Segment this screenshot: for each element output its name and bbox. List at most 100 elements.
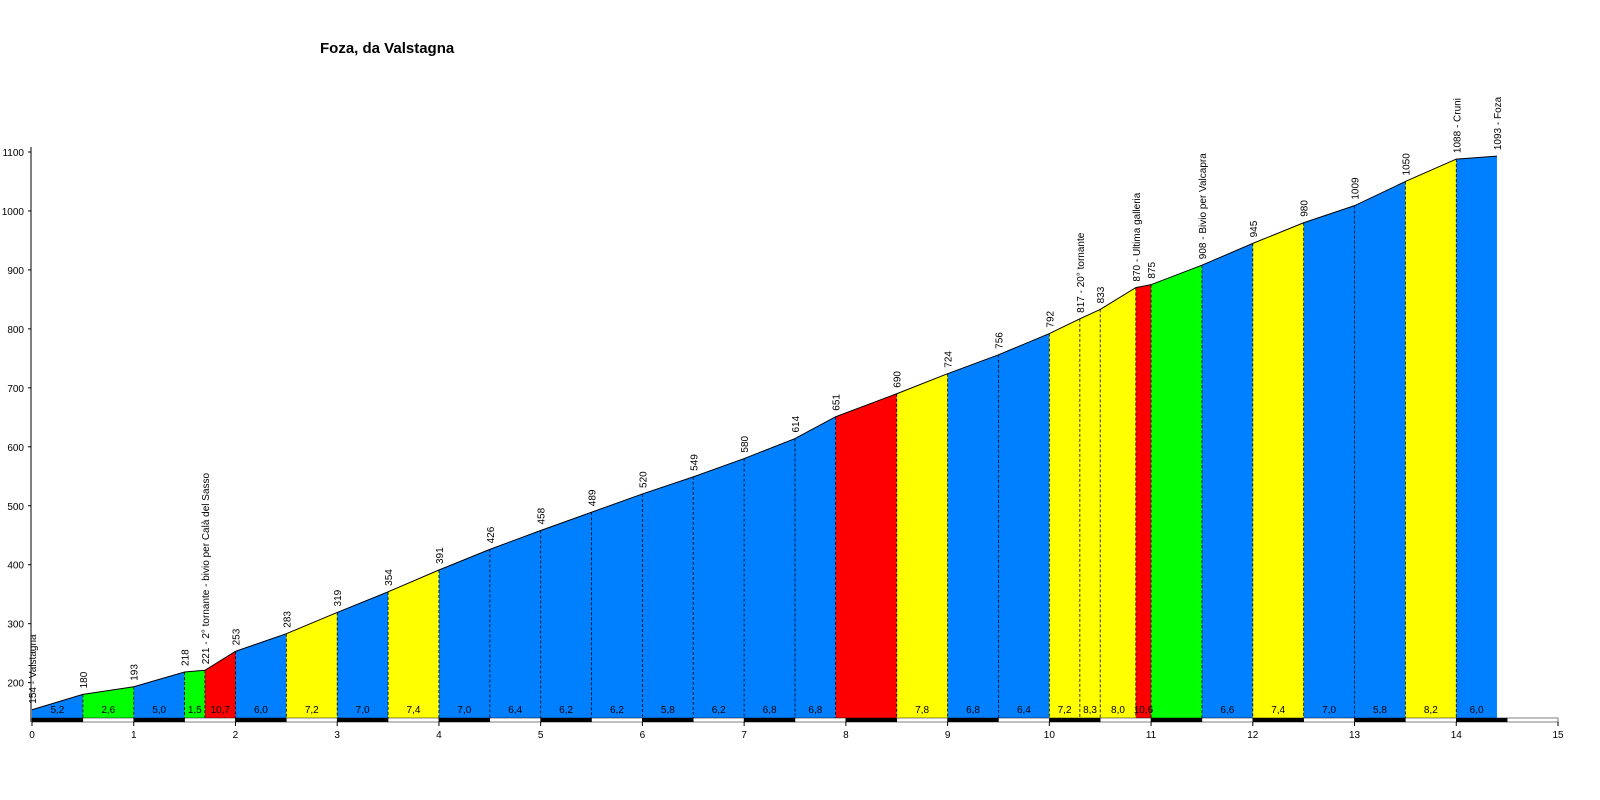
x-tick-label: 7 [741, 730, 747, 741]
grade-label: 7,8 [915, 705, 929, 716]
x-tick-label: 11 [1146, 730, 1157, 741]
y-tick-label: 800 [7, 325, 24, 336]
profile-segment [1201, 243, 1253, 718]
profile-segment [438, 549, 490, 718]
x-tick-label: 13 [1349, 730, 1361, 741]
profile-segment [1303, 205, 1355, 718]
profile-segment [1354, 181, 1406, 718]
profile-segment [998, 333, 1050, 718]
grade-label: 10,7 [210, 705, 230, 716]
profile-segment [947, 354, 999, 718]
km-bar-cell [1303, 717, 1355, 723]
km-bar-cell [947, 717, 999, 723]
elevation-label: 817 - 20° tornante [1076, 232, 1087, 313]
km-bar [31, 717, 1559, 723]
profile-segment [896, 373, 948, 718]
km-bar-cell [336, 717, 389, 723]
elevation-label: 319 [333, 589, 344, 606]
grade-label: 7,0 [1322, 705, 1336, 716]
x-tick-label: 5 [538, 730, 544, 741]
x-tick-label: 9 [945, 730, 951, 741]
elevation-label: 458 [537, 507, 548, 524]
profile-segment [1151, 265, 1202, 718]
profile-segment [744, 438, 795, 718]
elevation-label: 945 [1249, 220, 1260, 237]
grade-label: 6,0 [254, 705, 268, 716]
km-bar-cell [998, 717, 1050, 723]
x-tick-label: 12 [1247, 730, 1259, 741]
km-bar-cell [133, 717, 185, 723]
km-bar-cell [591, 717, 643, 723]
profile-segment [337, 591, 389, 718]
km-bar-cell [438, 717, 491, 723]
profile-segment [204, 651, 236, 718]
km-bar-cell [540, 717, 592, 723]
x-axis: 0 1 2 3 4 5 6 7 8 9 10 11 12 13 14 15 [29, 722, 1564, 741]
km-bar-cell [1506, 717, 1559, 723]
profile-segment [32, 694, 83, 718]
elevation-label: 980 [1300, 200, 1311, 217]
y-tick-label: 900 [7, 266, 24, 277]
profile-segment [835, 393, 897, 718]
km-bar-cell [642, 717, 694, 723]
elevation-label: 792 [1045, 310, 1056, 327]
y-tick-label: 1000 [2, 207, 25, 218]
x-tick-label: 4 [436, 730, 442, 741]
profile-segment [1049, 318, 1080, 718]
y-tick-label: 700 [7, 384, 24, 395]
x-tick-label: 8 [843, 730, 849, 741]
grade-label: 6,2 [559, 705, 573, 716]
segment-dividers [82, 159, 1457, 718]
chart-title: Foza, da Valstagna [320, 40, 455, 57]
profile-segment [388, 570, 439, 718]
y-tick-label: 200 [7, 679, 24, 690]
profile-segment [286, 612, 338, 718]
km-bar-cell [1049, 717, 1101, 723]
grade-label: 6,8 [763, 705, 777, 716]
km-bar-cell [1150, 717, 1203, 723]
km-bar-cell [794, 717, 847, 723]
elevation-label: 1050 [1401, 153, 1412, 176]
grade-label: 2,6 [101, 705, 115, 716]
x-tick-label: 3 [334, 730, 340, 741]
elevation-label: 253 [231, 628, 242, 645]
elevation-label: 908 - Bivio per Valcapra [1198, 153, 1209, 259]
profile-segment [1135, 284, 1152, 718]
elevation-label: 354 [384, 569, 395, 586]
y-tick-label: 300 [7, 620, 24, 631]
km-bar-cell [82, 717, 134, 723]
grade-label: 6,8 [808, 705, 822, 716]
y-tick-label: 600 [7, 443, 24, 454]
x-tick-label: 2 [233, 730, 239, 741]
elevation-label: 391 [435, 547, 446, 564]
grade-label: 7,4 [407, 705, 421, 716]
x-tick-label: 10 [1044, 730, 1056, 741]
grade-label: 6,4 [508, 705, 522, 716]
elevation-label: 520 [638, 471, 649, 488]
km-bar-cell [1456, 717, 1508, 723]
profile-segment [642, 476, 694, 718]
elevation-label: 221 - 2° tornante - bivio per Calà del S… [201, 472, 212, 664]
elevation-label: 870 - Ultima galleria [1132, 192, 1143, 281]
km-bar-cell [1201, 717, 1254, 723]
grade-label: 1,5 [188, 705, 202, 716]
grade-label: 6,8 [966, 705, 980, 716]
elevation-label: 756 [994, 332, 1005, 349]
grade-label: 7,0 [457, 705, 471, 716]
y-tick-label: 500 [7, 502, 24, 513]
elevation-label: 489 [588, 489, 599, 506]
km-bar-cell [693, 717, 745, 723]
km-bar-cell [1099, 717, 1152, 723]
grade-label: 7,0 [356, 705, 370, 716]
km-bar-cell [286, 717, 338, 723]
grade-labels: 5,2 2,6 5,0 1,5 10,7 6,0 7,2 7,0 7,4 7,0 6,4 6,2 6,2… [50, 705, 1484, 716]
grade-label: 6,2 [610, 705, 624, 716]
profile-segment [184, 670, 205, 718]
elevation-label: 180 [79, 671, 90, 688]
grade-label: 10,6 [1134, 705, 1154, 716]
grade-label: 6,2 [712, 705, 726, 716]
profile-segment [591, 493, 643, 718]
km-bar-cell [1405, 717, 1457, 723]
km-bar-cell [184, 717, 236, 723]
grade-label: 7,4 [1271, 705, 1285, 716]
